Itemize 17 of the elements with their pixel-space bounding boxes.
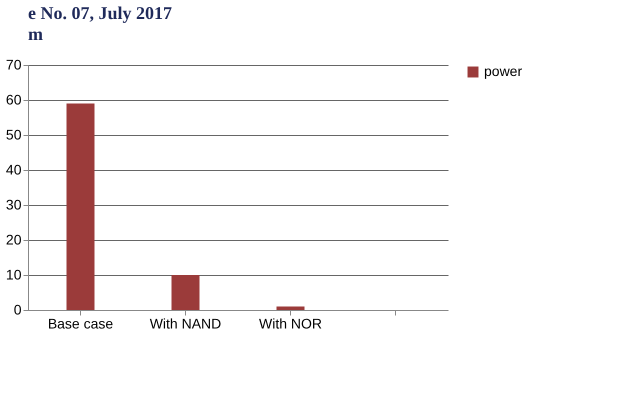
y-tick-label: 0 <box>14 302 22 318</box>
x-tick-label: With NOR <box>259 316 322 332</box>
chart-subtitle: m <box>28 24 43 44</box>
bar <box>172 275 200 310</box>
y-tick-label: 30 <box>6 196 22 212</box>
legend-label: power <box>484 63 522 79</box>
chart-title: e No. 07, July 2017 <box>28 3 172 23</box>
y-tick-label: 70 <box>6 56 22 72</box>
y-tick-label: 40 <box>6 162 22 178</box>
y-tick-label: 20 <box>6 232 22 248</box>
y-tick-label: 10 <box>6 266 22 282</box>
y-tick-label: 50 <box>6 126 22 142</box>
bar <box>276 306 304 310</box>
x-tick-label: With NAND <box>150 316 222 332</box>
y-tick-label: 60 <box>6 92 22 108</box>
x-tick-label: Base case <box>48 316 114 332</box>
bar <box>66 104 94 310</box>
